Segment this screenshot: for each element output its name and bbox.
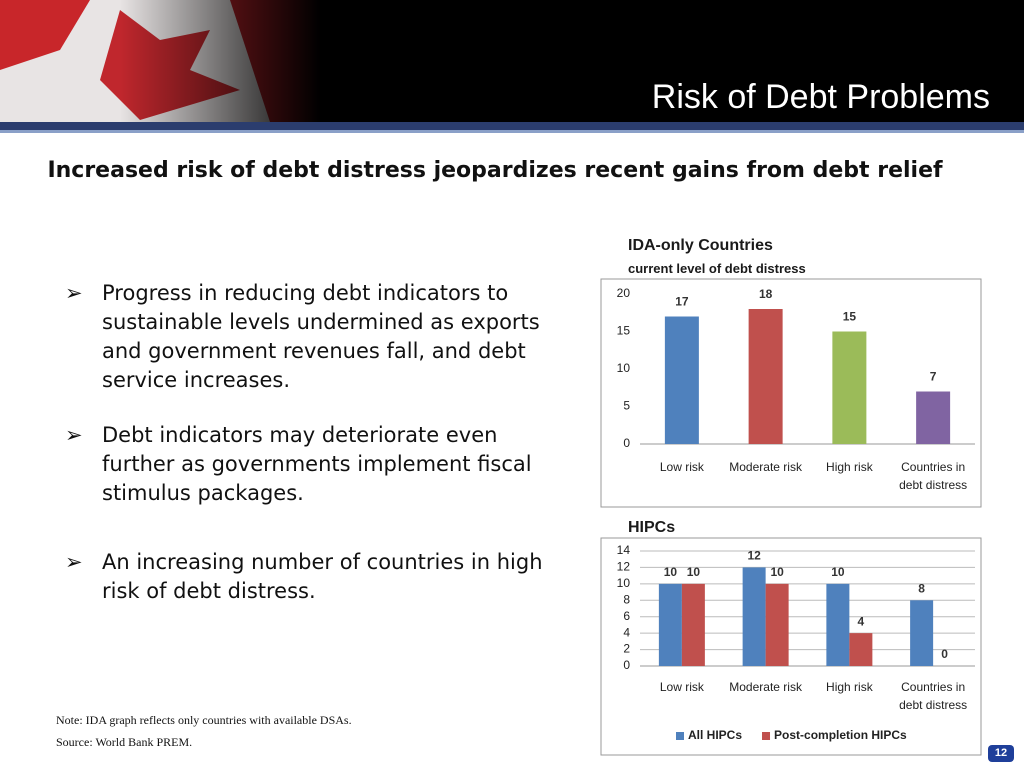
data-label: 10 (687, 565, 701, 579)
data-label: 10 (664, 565, 678, 579)
bullet-text: An increasing number of countries in hig… (102, 550, 543, 603)
bullet-text: Progress in reducing debt indicators to … (102, 281, 540, 392)
data-label: 10 (831, 565, 845, 579)
y-tick-label: 0 (623, 658, 630, 672)
page-number: 12 (988, 745, 1014, 762)
bar (826, 583, 850, 666)
bar (765, 583, 789, 666)
header-stripe (0, 122, 1024, 132)
header-stripe (0, 130, 1024, 133)
bar (664, 316, 699, 444)
bar (832, 331, 867, 444)
note: Source: World Bank PREM. (56, 735, 193, 749)
note: Note: IDA graph reflects only countries … (56, 713, 352, 727)
data-label: 0 (941, 647, 948, 661)
bar (742, 567, 766, 666)
bar (849, 633, 873, 666)
data-label: 4 (858, 614, 865, 628)
y-tick-label: 20 (617, 286, 631, 300)
y-tick-label: 5 (623, 399, 630, 413)
data-label: 10 (770, 565, 784, 579)
x-tick-label: Low risk (659, 460, 704, 474)
bullet-text: Debt indicators may deteriorate even fur… (102, 423, 532, 505)
y-tick-label: 15 (617, 324, 631, 338)
x-tick-label: Countries in debt distress (899, 460, 968, 492)
bar (658, 583, 682, 666)
y-tick-label: 10 (617, 576, 631, 590)
data-label: 12 (747, 549, 761, 563)
x-tick-label: Moderate risk (729, 680, 802, 694)
bullet: ➢ An increasing number of countries in hi… (65, 548, 555, 606)
y-tick-label: 14 (617, 543, 631, 557)
legend-label: All HIPCs (688, 728, 742, 742)
y-tick-label: 12 (617, 560, 631, 574)
x-tick-label: High risk (826, 460, 873, 474)
data-label: 8 (918, 581, 925, 595)
data-label: 18 (759, 287, 773, 301)
bar (681, 583, 705, 666)
bar (910, 600, 934, 666)
y-tick-label: 6 (623, 609, 630, 623)
y-tick-label: 0 (623, 436, 630, 450)
bullet: ➢ Progress in reducing debt indicators to… (65, 279, 555, 395)
y-tick-label: 2 (623, 642, 630, 656)
y-tick-label: 4 (623, 625, 630, 639)
legend-swatch (676, 732, 684, 740)
x-tick-label: Moderate risk (729, 460, 802, 474)
bullet: ➢ Debt indicators may deteriorate even fu… (65, 421, 565, 508)
y-tick-label: 8 (623, 592, 630, 606)
bar (916, 391, 951, 444)
x-tick-label: High risk (826, 680, 873, 694)
chart-subtitle: current level of debt distress (628, 261, 806, 276)
legend-label: Post-completion HIPCs (774, 728, 907, 742)
slide-title: Risk of Debt Problems (651, 78, 990, 116)
x-tick-label: Low risk (659, 680, 704, 694)
legend-swatch (762, 732, 771, 740)
y-tick-label: 10 (617, 361, 631, 375)
chart-title: HIPCs (628, 519, 676, 536)
chart-title: IDA-only Countries (628, 237, 773, 254)
data-label: 7 (930, 370, 937, 384)
data-label: 15 (843, 310, 857, 324)
flag-decoration (0, 0, 320, 122)
slide-subtitle: Increased risk of debt distress jeopardi… (47, 158, 943, 183)
data-label: 17 (675, 295, 689, 309)
bar (748, 309, 783, 444)
x-tick-label: Countries in debt distress (899, 680, 968, 712)
